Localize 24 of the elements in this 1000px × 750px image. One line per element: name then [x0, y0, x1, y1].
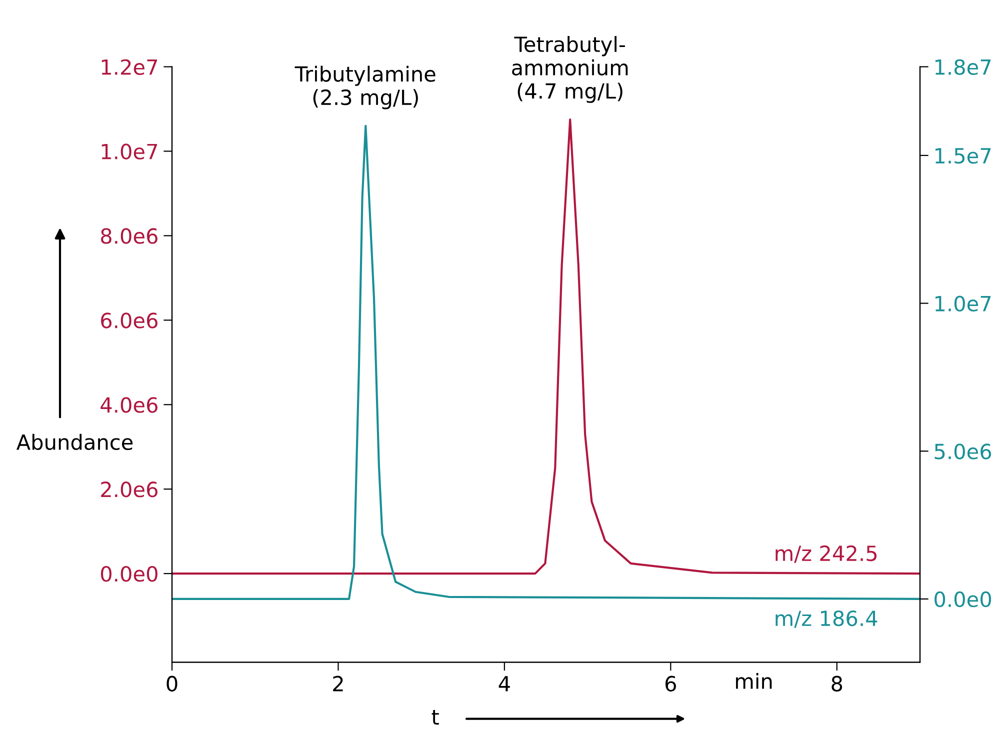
- x-tick-label: 6: [665, 676, 676, 692]
- y2-tick-label: 0.0e0: [934, 591, 992, 608]
- y-tick-label: 8.0e6: [101, 228, 158, 244]
- y-tick-label: 4.0e6: [100, 397, 158, 413]
- x-axis-title: t: [432, 710, 439, 725]
- y-tick-label: 1.0e7: [102, 144, 158, 160]
- x-tick-label: 8: [832, 676, 842, 692]
- series-label: m/z 186.4: [776, 610, 878, 628]
- y-tick-label: 1.2e7: [102, 59, 158, 75]
- annotation: Tetrabutyl- ammonium (4.7 mg/L): [512, 36, 628, 103]
- annotation: Tributylamine (2.3 mg/L): [294, 66, 436, 110]
- x-tick-label: 0: [166, 676, 178, 692]
- x-tick-label: 4: [498, 676, 510, 692]
- y2-tick-label: 5.0e6: [934, 444, 992, 460]
- text: min: [736, 672, 772, 689]
- y-axis-title: Abundance: [16, 434, 133, 450]
- y-tick-label: 2.0e6: [101, 482, 158, 498]
- y-tick-label: 6.0e6: [101, 312, 158, 328]
- x-tick-label: 2: [333, 676, 343, 692]
- y-tick-label: 0.0e0: [100, 566, 158, 582]
- y2-tick-label: 1.0e7: [935, 296, 991, 312]
- y2-tick-label: 1.8e7: [935, 59, 991, 75]
- series-label: m/z 242.5: [776, 545, 877, 563]
- y2-tick-label: 1.5e7: [935, 148, 991, 164]
